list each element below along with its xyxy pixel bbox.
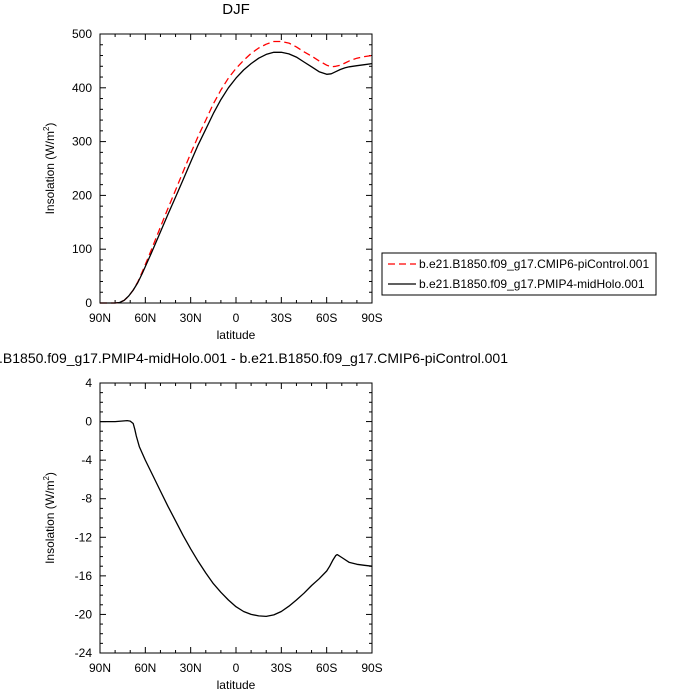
panel1-title: DJF: [222, 1, 250, 18]
panel2-x-tick-label: 90S: [361, 661, 382, 675]
panel1-y-axis-label-text: Insolation (W/m: [43, 131, 57, 214]
panel2-y-axis-label-text: Insolation (W/m: [43, 481, 57, 564]
panel2-x-tick-label: 30N: [180, 661, 202, 675]
panel2-x-tick-label: 0: [233, 661, 240, 675]
panel1-x-tick-label: 90S: [361, 311, 382, 325]
panel1-y-tick-label: 200: [72, 188, 92, 202]
panel2-series-line-1: [100, 419, 373, 618]
panel2-y-axis-label-superscript: 2: [42, 476, 51, 481]
legend-entry-2: b.e21.B1850.f09_g17.PMIP4-midHolo.001: [419, 277, 645, 291]
panel1-series-line-2: [100, 51, 373, 304]
panel2-plot-frame: [99, 382, 373, 654]
panel2-y-tick-label: -16: [75, 569, 93, 583]
panel2-x-axis-label: latitude: [217, 678, 256, 692]
panel1-series-line-1: [100, 40, 373, 304]
panel2-x-tick-label: 60N: [134, 661, 156, 675]
panel2-title: b.e21.B1850.f09_g17.PMIP4-midHolo.001 - …: [0, 350, 508, 366]
panel2-y-tick-label: -8: [81, 492, 92, 506]
panel1-x-tick-label: 60N: [134, 311, 156, 325]
panel2-y-tick-label: 0: [85, 415, 92, 429]
panel2-y-tick-label: -12: [75, 530, 93, 544]
panel1-y-tick-label: 500: [72, 27, 92, 41]
legend-box: [381, 252, 657, 296]
panel2-y-axis-label-text: ): [43, 472, 57, 476]
panel2-x-tick-label: 30S: [271, 661, 292, 675]
panel2-y-axis-label: Insolation (W/m2): [42, 472, 57, 564]
panel1-y-axis-label-text: ): [43, 123, 57, 127]
panel1-y-axis-label-superscript: 2: [42, 126, 51, 131]
panel1-x-tick-label: 30S: [271, 311, 292, 325]
panel2-y-tick-label: -4: [81, 453, 92, 467]
panel2-x-tick-label: 60S: [316, 661, 337, 675]
panel2-x-tick-label: 90N: [89, 661, 111, 675]
panel1-x-tick-label: 30N: [180, 311, 202, 325]
panel1-y-axis-label: Insolation (W/m2): [42, 123, 57, 215]
legend-entry-1: b.e21.B1850.f09_g17.CMIP6-piControl.001: [419, 257, 649, 271]
panel1-x-axis-label: latitude: [217, 328, 256, 342]
panel1-y-tick-label: 400: [72, 81, 92, 95]
panel2-y-tick-label: 4: [85, 376, 92, 390]
panel2-y-tick-label: -20: [75, 607, 93, 621]
panel1-x-tick-label: 0: [233, 311, 240, 325]
panel1-x-tick-label: 60S: [316, 311, 337, 325]
panel1-y-tick-label: 100: [72, 242, 92, 256]
panel2-y-tick-label: -24: [75, 646, 93, 660]
panel1-y-tick-label: 300: [72, 135, 92, 149]
panel1-y-tick-label: 0: [85, 296, 92, 310]
panel1-x-tick-label: 90N: [89, 311, 111, 325]
